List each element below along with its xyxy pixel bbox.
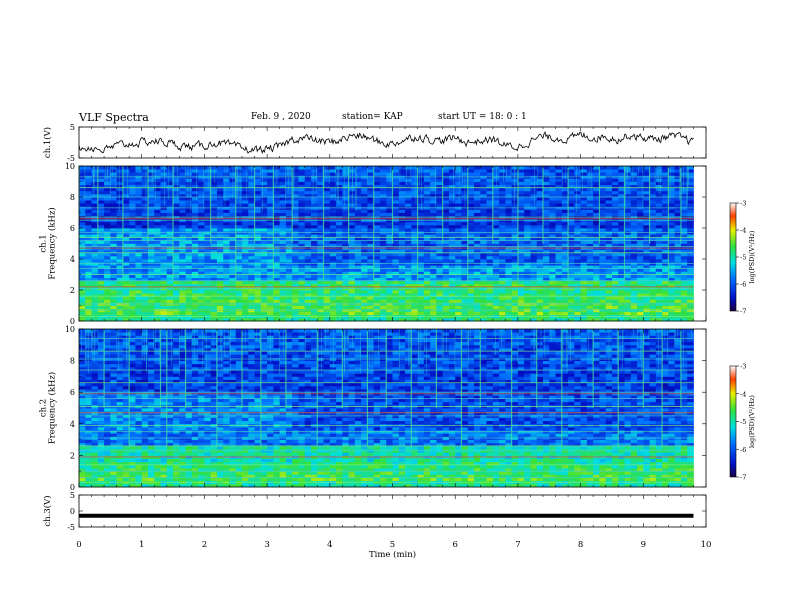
ch3-waveform-frame: [78, 494, 707, 528]
x-tick-label: 2: [202, 540, 207, 550]
x-tick-label: 8: [578, 540, 583, 550]
colorbar-tick-label: -3: [740, 363, 746, 371]
ch2-spectrogram-colorbar: [729, 365, 737, 478]
y-tick-label: -5: [67, 523, 75, 532]
y-tick-label: 4: [70, 255, 75, 264]
colorbar-tick-label: -5: [740, 254, 746, 262]
x-tick-label: 9: [641, 540, 646, 550]
x-tick-label: 1: [139, 540, 144, 550]
y-tick-label: 5: [70, 491, 75, 500]
y-tick-label: 6: [70, 388, 75, 397]
y-axis-label: ch.1: [39, 234, 49, 252]
y-tick-label: 0: [70, 507, 75, 516]
colorbar-label: log(PSD)(V²/Hz): [748, 230, 756, 283]
x-tick-label: 0: [76, 540, 81, 550]
start-time-label: start UT = 18: 0 : 1: [438, 112, 527, 122]
y-tick-label: 2: [70, 451, 75, 460]
x-tick-label: 10: [701, 540, 712, 550]
y-axis-label: ch.1(V): [42, 127, 53, 158]
x-tick-label: 6: [452, 540, 457, 550]
y-tick-label: 2: [70, 286, 75, 295]
colorbar-label: log(PSD)(V²/Hz): [748, 395, 756, 448]
y-tick-label: -5: [67, 154, 75, 163]
ch1-spectrogram-bands: [79, 176, 694, 317]
y-axis-label: ch.2: [39, 399, 49, 417]
y-tick-label: 10: [65, 162, 75, 171]
ch1-waveform-line: [78, 131, 694, 154]
y-tick-label: 8: [70, 193, 75, 202]
y-tick-label: 0: [70, 317, 75, 326]
y-tick-label: 4: [70, 420, 75, 429]
x-tick-label: 3: [264, 540, 269, 550]
colorbar-tick-label: -3: [740, 200, 746, 208]
y-tick-label: 5: [70, 123, 75, 132]
x-tick-label: 7: [515, 540, 520, 550]
colorbar-tick-label: -4: [740, 227, 746, 235]
y-tick-label: 6: [70, 224, 75, 233]
y-axis-label: ch.3(V): [42, 495, 53, 526]
colorbar-tick-label: -5: [740, 418, 746, 426]
y-axis-label: Frequency (kHz): [47, 372, 58, 444]
ch1-spectrogram-cells: [79, 166, 694, 322]
y-tick-label: 10: [65, 325, 75, 334]
colorbar-tick-label: -4: [740, 390, 746, 398]
station-label: station= KAP: [342, 112, 403, 122]
y-axis-label: Frequency (kHz): [47, 207, 58, 279]
x-tick-label: 4: [327, 540, 332, 550]
y-tick-label: 8: [70, 357, 75, 366]
ch1-spectrogram-bursts: [79, 166, 689, 283]
ch1-spectrogram-colorbar: [729, 202, 737, 312]
colorbar-tick-label: -7: [740, 308, 746, 316]
y-tick-label: 0: [70, 483, 75, 492]
colorbar-tick-label: -7: [740, 474, 746, 482]
x-axis-label: Time (min): [369, 549, 416, 560]
colorbar-tick-label: -6: [740, 281, 746, 289]
date-label: Feb. 9 , 2020: [251, 112, 311, 122]
x-tick-label: 5: [390, 540, 395, 550]
ch2-spectrogram-bursts: [81, 329, 692, 448]
colorbar-tick-label: -6: [740, 446, 746, 454]
chart-title: VLF Spectra: [79, 111, 149, 124]
